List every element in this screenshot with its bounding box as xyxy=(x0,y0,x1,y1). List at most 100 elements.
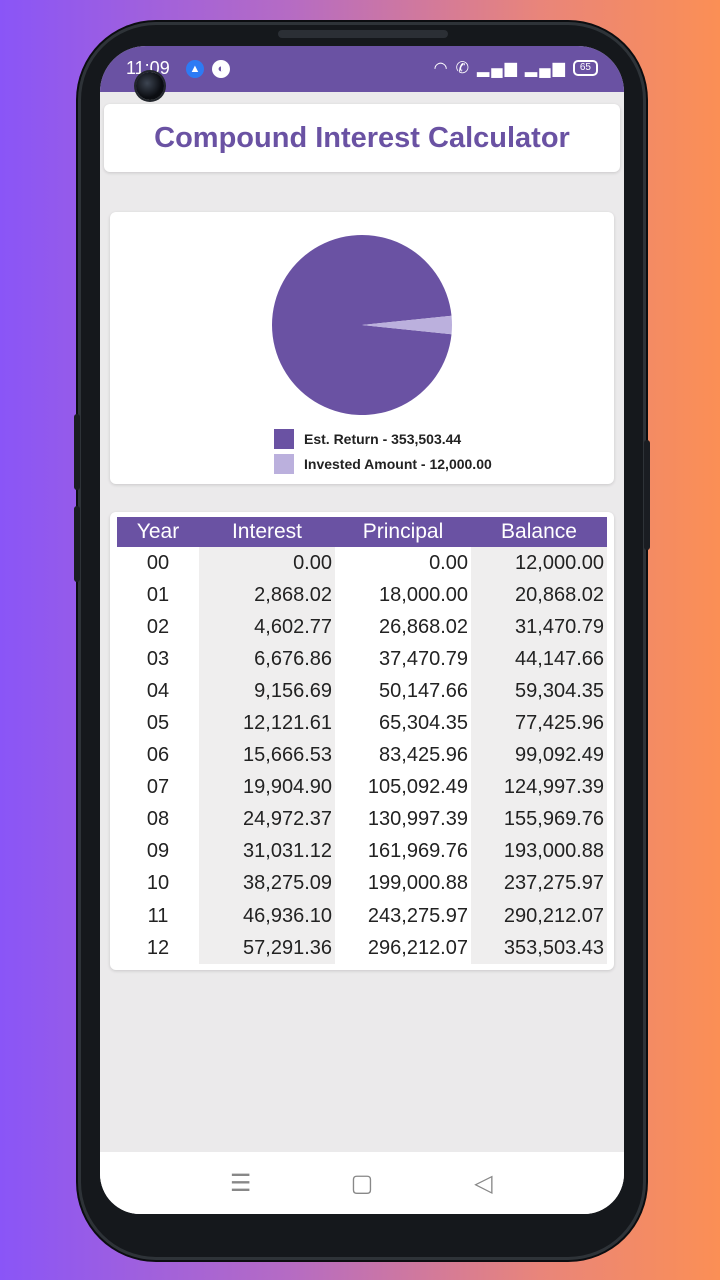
cell-interest: 9,156.69 xyxy=(199,675,335,708)
cell-year: 04 xyxy=(146,679,170,702)
table-row: 10 38,275.09 199,000.88 237,275.97 xyxy=(117,867,607,901)
table-row: 04 9,156.69 50,147.66 59,304.35 xyxy=(117,675,607,708)
legend-item: Est. Return - 353,503.44 xyxy=(274,426,492,451)
android-icon: ▲ xyxy=(186,60,204,78)
cell-principal: 50,147.66 xyxy=(379,679,468,702)
back-icon[interactable]: ◁ xyxy=(474,1169,493,1197)
cell-balance: 77,425.96 xyxy=(471,707,607,740)
home-icon[interactable]: ▢ xyxy=(350,1169,374,1197)
cell-principal: 26,868.02 xyxy=(379,615,468,638)
cell-year: 08 xyxy=(146,808,170,831)
table-row: 08 24,972.37 130,997.39 155,969.76 xyxy=(117,803,607,836)
pie-chart xyxy=(272,235,453,415)
cell-interest: 46,936.10 xyxy=(199,900,335,933)
power-button xyxy=(644,440,650,550)
cell-year: 11 xyxy=(147,904,169,927)
legend-label: Invested Amount - 12,000.00 xyxy=(304,455,492,472)
table-row: 01 2,868.02 18,000.00 20,868.02 xyxy=(117,579,607,612)
table-row: 03 6,676.86 37,470.79 44,147.66 xyxy=(117,643,607,676)
schedule-table-card: Year Interest Principal Balance 00 0.00 0.… xyxy=(110,512,614,970)
battery-icon: 65 xyxy=(572,60,598,76)
cell-balance: 237,275.97 xyxy=(471,867,607,901)
cell-interest: 12,121.61 xyxy=(199,707,335,740)
cell-balance: 12,000.00 xyxy=(471,547,607,580)
cell-year: 12 xyxy=(146,936,170,959)
cell-balance: 44,147.66 xyxy=(471,643,607,676)
table-row: 00 0.00 0.00 12,000.00 xyxy=(117,547,607,580)
table-row: 07 19,904.90 105,092.49 124,997.39 xyxy=(117,771,607,804)
cell-balance: 31,470.79 xyxy=(471,611,607,644)
cell-interest: 0.00 xyxy=(199,547,335,580)
cell-balance: 290,212.07 xyxy=(471,900,607,933)
cell-principal: 243,275.97 xyxy=(367,904,468,927)
cell-interest: 19,904.90 xyxy=(199,771,335,804)
cell-balance: 155,969.76 xyxy=(471,803,607,836)
cell-year: 10 xyxy=(146,872,170,895)
cell-year: 02 xyxy=(146,615,170,638)
cell-principal: 0.00 xyxy=(429,551,468,574)
header-principal: Principal xyxy=(335,517,471,547)
schedule-table: Year Interest Principal Balance 00 0.00 0.… xyxy=(117,517,607,965)
cell-interest: 4,602.77 xyxy=(199,611,335,644)
header-balance: Balance xyxy=(471,517,607,547)
cell-year: 07 xyxy=(146,776,170,799)
cell-year: 01 xyxy=(146,583,170,606)
signal-icon: ▂▄▆ xyxy=(476,60,519,77)
cell-balance: 99,092.49 xyxy=(471,739,607,772)
legend-swatch xyxy=(274,453,294,474)
cell-principal: 130,997.39 xyxy=(367,808,468,831)
volume-down-button xyxy=(74,506,80,582)
cell-interest: 38,275.09 xyxy=(199,867,335,901)
title-card: Compound Interest Calculator xyxy=(104,104,620,172)
chart-legend: Est. Return - 353,503.44 Invested Amount … xyxy=(274,426,492,476)
cell-balance: 59,304.35 xyxy=(471,675,607,708)
table-row: 06 15,666.53 83,425.96 99,092.49 xyxy=(117,739,607,772)
page-title: Compound Interest Calculator xyxy=(154,121,570,154)
cell-principal: 18,000.00 xyxy=(379,583,468,606)
cell-interest: 24,972.37 xyxy=(199,803,335,836)
pie-slice-est-return xyxy=(272,235,452,415)
call-icon: ✆ xyxy=(455,60,471,77)
cell-year: 05 xyxy=(146,712,170,735)
cell-principal: 161,969.76 xyxy=(367,840,468,863)
cell-balance: 353,503.43 xyxy=(471,932,607,965)
legend-label: Est. Return - 353,503.44 xyxy=(304,430,462,447)
legend-swatch xyxy=(274,428,294,449)
status-bar: 11:09 ▲ ◐ ◠ ✆ ▂▄▆ ▂▄▆ 65 xyxy=(100,46,624,92)
cell-balance: 193,000.88 xyxy=(471,835,607,868)
wifi-icon: ◠ xyxy=(433,60,450,77)
cell-principal: 105,092.49 xyxy=(367,776,468,799)
table-row: 12 57,291.36 296,212.07 353,503.43 xyxy=(117,932,607,965)
cell-year: 00 xyxy=(146,551,170,574)
header-interest: Interest xyxy=(199,517,335,547)
screen: 11:09 ▲ ◐ ◠ ✆ ▂▄▆ ▂▄▆ 65 Compound Intere… xyxy=(100,46,624,1214)
status-time: 11:09 xyxy=(126,58,170,78)
volume-up-button xyxy=(74,414,80,490)
front-camera xyxy=(136,72,164,100)
table-row: 02 4,602.77 26,868.02 31,470.79 xyxy=(117,611,607,644)
menu-icon[interactable]: ☰ xyxy=(229,1169,252,1197)
header-year: Year xyxy=(117,517,199,547)
legend-item: Invested Amount - 12,000.00 xyxy=(274,451,492,476)
cell-year: 09 xyxy=(146,840,170,863)
cell-principal: 296,212.07 xyxy=(367,936,468,959)
cell-interest: 2,868.02 xyxy=(199,579,335,612)
cell-year: 03 xyxy=(146,647,170,670)
app-icon: ◐ xyxy=(212,60,230,78)
cell-interest: 31,031.12 xyxy=(199,835,335,868)
speaker-grille xyxy=(278,30,448,38)
cell-principal: 37,470.79 xyxy=(379,647,468,670)
table-row: 09 31,031.12 161,969.76 193,000.88 xyxy=(117,835,607,868)
status-icons: ◠ ✆ ▂▄▆ ▂▄▆ 65 xyxy=(434,58,598,78)
cell-balance: 20,868.02 xyxy=(471,579,607,612)
signal-icon: ▂▄▆ xyxy=(524,60,567,77)
cell-interest: 15,666.53 xyxy=(199,739,335,772)
pie-slice-invested xyxy=(362,315,453,335)
cell-principal: 199,000.88 xyxy=(367,872,468,895)
cell-principal: 65,304.35 xyxy=(379,712,468,735)
cell-principal: 83,425.96 xyxy=(379,744,468,767)
table-header-row: Year Interest Principal Balance xyxy=(117,517,607,547)
navigation-bar: ☰ ▢ ◁ xyxy=(100,1152,624,1214)
cell-year: 06 xyxy=(146,744,170,767)
table-row: 11 46,936.10 243,275.97 290,212.07 xyxy=(117,900,607,933)
